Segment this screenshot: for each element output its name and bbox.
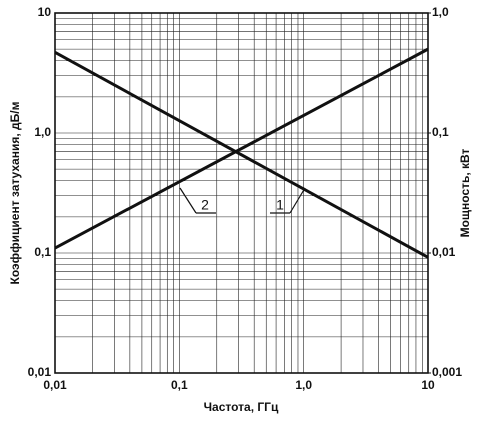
leader-line [179, 187, 197, 214]
legend-label: 2 [201, 197, 209, 213]
y2-tick-label: 0,1 [432, 125, 449, 139]
x-tick-label: 0,1 [171, 378, 188, 392]
y-tick-label: 1,0 [34, 125, 51, 139]
data-line [54, 51, 429, 259]
y2-tick-label: 0,001 [432, 365, 462, 379]
x-tick-label: 10 [421, 378, 435, 392]
y-axis-label: Коэффициент затухания, дБ/м [8, 101, 22, 284]
x-tick-label: 0,01 [43, 378, 67, 392]
x-axis-label: Частота, ГГц [204, 400, 279, 414]
y2-tick-label: 1,0 [432, 5, 449, 19]
data-line [54, 47, 429, 250]
y-tick-label: 10 [38, 5, 52, 19]
y2-axis-label: Мощность, кВт [458, 148, 472, 237]
y2-tick-label: 0,01 [432, 245, 456, 259]
plot-frame [54, 12, 429, 374]
y-tick-label: 0,1 [34, 245, 51, 259]
x-tick-label: 1,0 [295, 378, 312, 392]
legend-label: 1 [276, 197, 284, 213]
y-tick-label: 0,01 [28, 365, 52, 379]
leader-line [289, 187, 306, 214]
